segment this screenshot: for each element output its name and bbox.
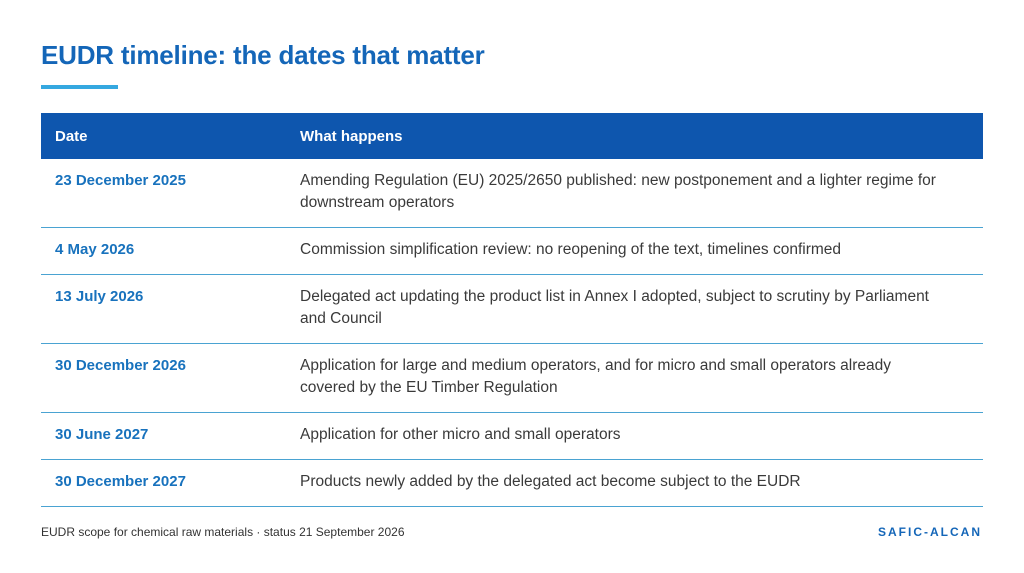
page-title: EUDR timeline: the dates that matter [41,40,485,70]
table-row: 4 May 2026 Commission simplification rev… [41,228,983,275]
table-header: Date What happens [41,113,983,159]
timeline-table: Date What happens 23 December 2025 Amend… [41,113,983,507]
row-description: Products newly added by the delegated ac… [300,473,801,490]
row-date: 23 December 2025 [55,172,186,189]
footer-note: EUDR scope for chemical raw materials · … [41,525,405,539]
row-description: Delegated act updating the product list … [300,288,929,327]
row-description: Application for large and medium operato… [300,357,892,396]
row-description: Application for other micro and small op… [300,426,621,443]
row-date: 30 June 2027 [55,426,149,443]
table-row: 13 July 2026 Delegated act updating the … [41,275,983,344]
row-date: 13 July 2026 [55,288,144,305]
brand-logo: SAFIC-ALCAN [878,525,982,539]
row-date: 30 December 2026 [55,357,186,374]
header-what-happens: What happens [300,127,403,145]
row-date: 30 December 2027 [55,473,186,490]
table-row: 30 December 2026 Application for large a… [41,344,983,413]
row-description: Amending Regulation (EU) 2025/2650 publi… [300,172,936,211]
table-row: 30 June 2027 Application for other micro… [41,413,983,460]
title-underline [41,85,118,89]
row-date: 4 May 2026 [55,241,135,258]
table-row: 30 December 2027 Products newly added by… [41,460,983,507]
header-date: Date [55,127,88,145]
table-row: 23 December 2025 Amending Regulation (EU… [41,159,983,228]
row-description: Commission simplification review: no reo… [300,241,842,258]
